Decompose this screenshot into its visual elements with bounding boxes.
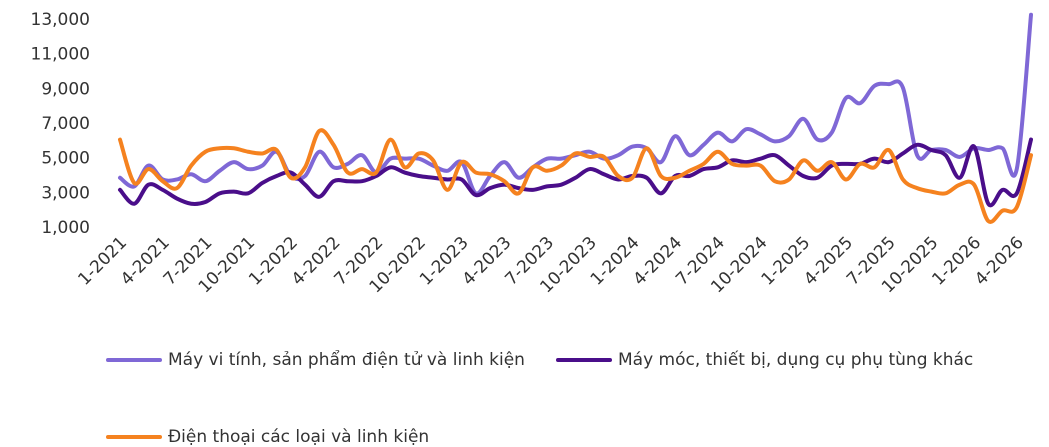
y-tick-label: 11,000 (31, 45, 90, 65)
y-tick-label: 7,000 (41, 114, 90, 134)
line-series (118, 128, 1033, 224)
legend-label: Điện thoại các loại và linh kiện (168, 427, 429, 447)
y-tick-label: 13,000 (31, 10, 90, 30)
y-tick-label: 5,000 (41, 149, 90, 169)
legend-label: Máy móc, thiết bị, dụng cụ phụ tùng khác (618, 349, 973, 370)
line-series (118, 137, 1033, 208)
line-series (118, 12, 1033, 196)
x-tick-label: 4-2026 (971, 233, 1028, 290)
y-tick-label: 9,000 (41, 79, 90, 99)
y-tick-label: 1,000 (41, 218, 90, 238)
legend-label: Máy vi tính, sản phẩm điện tử và linh ki… (168, 349, 525, 370)
y-tick-label: 3,000 (41, 183, 90, 203)
